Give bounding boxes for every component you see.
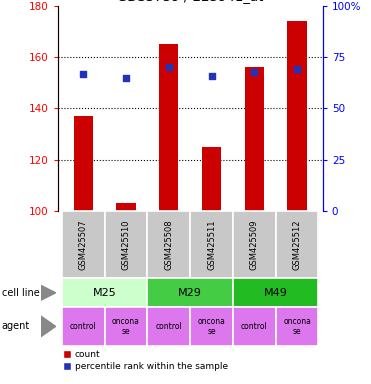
Legend: count, percentile rank within the sample: count, percentile rank within the sample [62,350,228,371]
Text: GSM425510: GSM425510 [121,220,131,270]
Bar [276,307,318,346]
Bar [147,211,190,278]
Polygon shape [41,285,56,300]
Text: M25: M25 [93,288,116,298]
Bar [202,147,221,211]
Text: agent: agent [2,321,30,331]
Bar [62,307,105,346]
Bar [105,307,147,346]
Text: control: control [241,322,268,331]
Bar [245,68,264,211]
Point [80,71,86,77]
Text: control: control [70,322,96,331]
Bar [276,211,318,278]
Bar [233,211,276,278]
Text: onconа
se: onconа se [112,317,140,336]
Bar [73,116,93,211]
Text: control: control [155,322,182,331]
Bar [62,211,105,278]
Bar [62,278,147,307]
Bar [159,44,178,211]
Bar [233,307,276,346]
Bar [105,211,147,278]
Text: M29: M29 [178,288,202,298]
Text: GSM425508: GSM425508 [164,220,173,270]
Bar [288,21,307,211]
Point [166,64,172,71]
Bar [147,278,233,307]
Bar [190,307,233,346]
Text: onconа
se: onconа se [283,317,311,336]
Bar [190,211,233,278]
Text: M49: M49 [264,288,288,298]
Bar [233,278,318,307]
Bar [147,307,190,346]
Text: onconа
se: onconа se [198,317,226,336]
Text: GSM425512: GSM425512 [293,220,302,270]
Text: GSM425511: GSM425511 [207,220,216,270]
Point [209,73,214,79]
Text: cell line: cell line [2,288,40,298]
Polygon shape [41,316,56,337]
Point [251,68,257,74]
Title: GDS3759 / 225941_at: GDS3759 / 225941_at [117,0,263,3]
Text: GSM425507: GSM425507 [79,220,88,270]
Bar [116,204,135,211]
Text: GSM425509: GSM425509 [250,220,259,270]
Point [294,66,300,73]
Point [123,74,129,81]
